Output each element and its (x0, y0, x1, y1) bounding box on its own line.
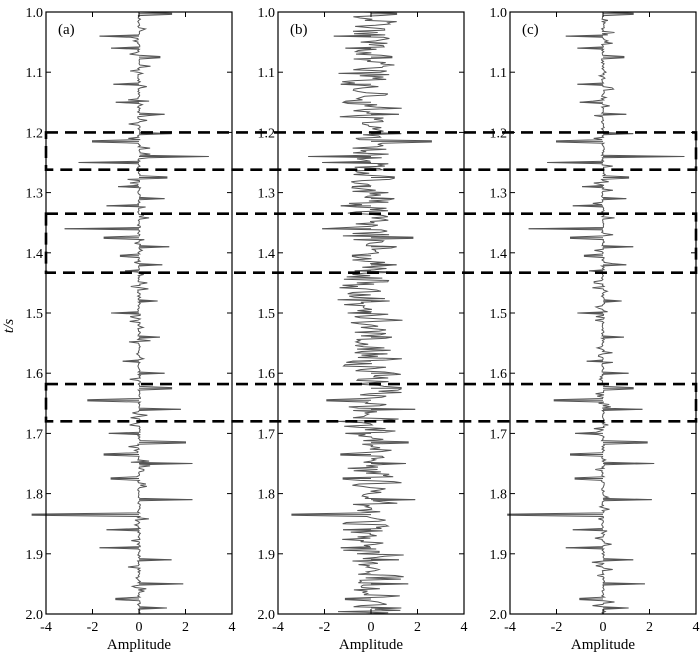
y-tick-label: 1.8 (490, 488, 508, 503)
x-tick-label: -4 (504, 620, 516, 635)
y-tick-label: 1.6 (490, 367, 508, 382)
y-tick-label: 1.7 (26, 427, 44, 442)
y-tick-label: 1.3 (490, 187, 508, 202)
y-tick-label: 1.0 (258, 6, 276, 21)
y-tick-label: 1.6 (26, 367, 44, 382)
x-tick-label: 2 (414, 620, 421, 635)
x-tick-label: 0 (368, 620, 375, 635)
y-tick-label: 1.9 (258, 548, 276, 563)
panel-label: (a) (58, 22, 75, 38)
y-tick-label: 1.7 (258, 427, 276, 442)
y-tick-label: 1.1 (26, 66, 44, 81)
y-tick-label: 2.0 (258, 608, 276, 623)
x-tick-label: 2 (646, 620, 653, 635)
y-tick-label: 1.5 (26, 307, 44, 322)
y-tick-label: 1.8 (258, 488, 276, 503)
y-tick-label: 1.9 (490, 548, 508, 563)
y-tick-label: 1.2 (490, 126, 508, 141)
trace-line (507, 11, 685, 615)
highlight-windows (44, 131, 698, 423)
x-tick-label: -4 (40, 620, 52, 635)
panel-label: (c) (522, 22, 539, 38)
panel-b: 1.0 1.1 1.2 1.3 1.4 1.5 1.6 1.7 1.8 1.9 2.0-4 -2 0 2 4… (258, 6, 468, 653)
x-tick-label: -4 (272, 620, 284, 635)
y-tick-label: 1.0 (490, 6, 508, 21)
x-axis-label: Amplitude (571, 637, 636, 653)
y-tick-label: 1.5 (258, 307, 276, 322)
x-tick-label: 0 (136, 620, 143, 635)
x-tick-label: -2 (551, 620, 563, 635)
x-tick-label: 4 (461, 620, 468, 635)
y-tick-label: 1.4 (258, 247, 276, 262)
highlight-window (44, 382, 698, 423)
y-tick-label: 1.1 (490, 66, 508, 81)
y-tick-label: 1.0 (26, 6, 44, 21)
y-tick-label: 2.0 (26, 608, 44, 623)
panels: 1.01.11.21.31.41.51.61.71.81.92.0-4 -2 0 2 4… (26, 6, 700, 653)
x-tick-label: 2 (182, 620, 189, 635)
panel-c: 1.0 1.1 1.2 1.3 1.4 1.5 1.6 1.7 1.8 1.9 2.0-4 -2 0 2 4… (490, 6, 700, 653)
x-tick-label: -2 (87, 620, 99, 635)
x-axis-label: Amplitude (339, 637, 404, 653)
highlight-window (44, 131, 698, 172)
panel-label: (b) (290, 22, 308, 38)
highlight-window (44, 212, 698, 274)
x-axis-label: Amplitude (107, 637, 172, 653)
y-tick-label: 1.4 (490, 247, 508, 262)
y-tick-label: 1.2 (26, 126, 44, 141)
y-tick-label: 1.2 (258, 126, 276, 141)
y-tick-label: 1.4 (26, 247, 44, 262)
y-tick-label: 1.3 (26, 187, 44, 202)
panel-a: 1.0 1.1 1.2 1.3 1.4 1.5 1.6 1.7 1.8 1.9 2.0-4 -2 0 2 4… (26, 6, 236, 653)
y-tick-label: 1.7 (490, 427, 508, 442)
y-tick-label: 1.5 (490, 307, 508, 322)
x-tick-label: -2 (319, 620, 331, 635)
y-tick-label: 1.8 (26, 488, 44, 503)
y-tick-label: 2.0 (490, 608, 508, 623)
y-tick-label: 1.1 (258, 66, 276, 81)
x-tick-label: 0 (600, 620, 607, 635)
x-tick-label: 4 (693, 620, 700, 635)
x-tick-label: 4 (229, 620, 236, 635)
y-tick-label: 1.3 (258, 187, 276, 202)
y-tick-label: 1.6 (258, 367, 276, 382)
y-axis-label: t/s (1, 319, 17, 333)
y-tick-label: 1.9 (26, 548, 44, 563)
